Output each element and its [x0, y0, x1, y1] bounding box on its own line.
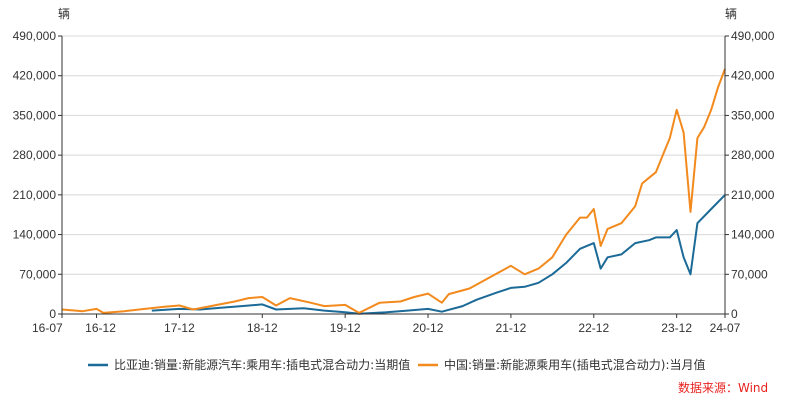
legend-label-byd: 比亚迪:销量:新能源汽车:乘用车:插电式混合动力:当期值	[114, 357, 410, 372]
right-y-tick-label: 210,000	[731, 188, 775, 202]
left-y-tick-label: 0	[49, 307, 56, 321]
x-tick-label: 16-07	[32, 321, 63, 335]
left-y-tick-label: 210,000	[13, 188, 57, 202]
left-y-tick-label: 350,000	[13, 108, 57, 122]
data-source-note: 数据来源：Wind	[678, 380, 768, 395]
right-y-tick-label: 140,000	[731, 228, 775, 242]
x-tick-label: 21-12	[496, 321, 527, 335]
series-lines	[61, 68, 726, 315]
x-tick-label: 22-12	[578, 321, 609, 335]
x-tick-label: 17-12	[164, 321, 195, 335]
x-axis-ticks: 16-07 16-12 17-12 18-12 19-12 20-12 21-12 22-12…	[32, 314, 741, 335]
axes	[61, 36, 726, 315]
left-y-tick-label: 70,000	[19, 267, 56, 281]
left-y-tick-label: 420,000	[13, 69, 57, 83]
right-y-tick-label: 280,000	[731, 148, 775, 162]
x-tick-label: 18-12	[247, 321, 278, 335]
legend-item-china: 中国:销量:新能源乘用车(插电式混合动力):当月值	[418, 357, 706, 372]
x-tick-label: 23-12	[661, 321, 692, 335]
right-y-tick-label: 350,000	[731, 108, 775, 122]
right-y-axis-ticks: 0 70,000 140,000 210,000 280,000 350,000 420,0…	[725, 29, 775, 321]
grid-lines	[62, 35, 725, 275]
left-y-tick-label: 280,000	[13, 148, 57, 162]
legend: 比亚迪:销量:新能源汽车:乘用车:插电式混合动力:当期值 中国:销量:新能源乘用…	[88, 357, 706, 372]
right-y-tick-label: 70,000	[731, 267, 768, 281]
left-y-tick-label: 140,000	[13, 228, 57, 242]
right-y-tick-label: 0	[731, 307, 738, 321]
series-line-china	[61, 68, 726, 314]
x-tick-label: 19-12	[330, 321, 361, 335]
x-tick-label: 20-12	[413, 321, 444, 335]
left-y-axis-ticks: 0 70,000 140,000 210,000 280,000 350,000 420,0…	[13, 29, 62, 321]
x-tick-label: 16-12	[85, 321, 116, 335]
legend-label-china: 中国:销量:新能源乘用车(插电式混合动力):当月值	[444, 357, 706, 372]
right-y-tick-label: 490,000	[731, 29, 775, 43]
left-axis-unit: 辆	[58, 7, 70, 21]
right-y-tick-label: 420,000	[731, 69, 775, 83]
x-tick-label: 24-07	[710, 321, 741, 335]
legend-item-byd: 比亚迪:销量:新能源汽车:乘用车:插电式混合动力:当期值	[88, 357, 410, 372]
series-line-byd	[151, 194, 726, 315]
left-y-tick-label: 490,000	[13, 29, 57, 43]
right-axis-unit: 辆	[725, 7, 737, 21]
